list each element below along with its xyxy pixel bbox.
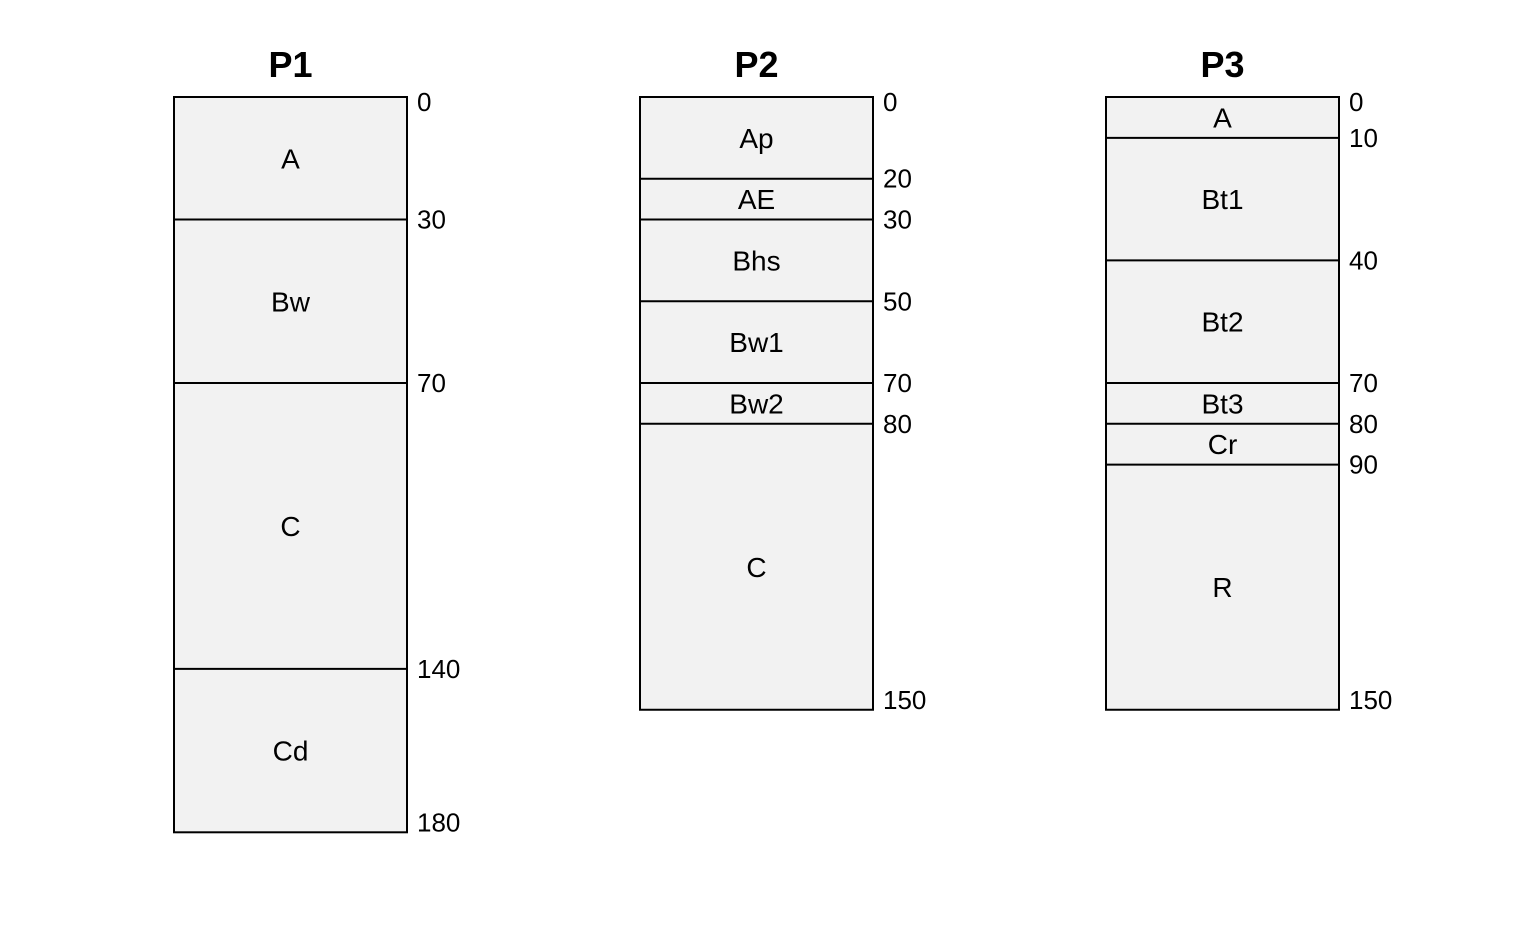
profile-title: P3 bbox=[1200, 44, 1244, 85]
horizon-label: Bhs bbox=[732, 245, 780, 276]
depth-label: 150 bbox=[883, 685, 926, 715]
horizon-bt1 bbox=[1106, 137, 1339, 261]
depth-label: 20 bbox=[883, 164, 912, 194]
depth-label: 70 bbox=[883, 368, 912, 398]
depth-label: 80 bbox=[1349, 409, 1378, 439]
profile-p3: P3 A Bt1 Bt2 Bt3 Cr R 0 10 40 70 80 90 150 bbox=[1105, 44, 1392, 715]
horizon-a bbox=[174, 97, 407, 220]
horizon-cd bbox=[174, 668, 407, 833]
horizon-label: Bt1 bbox=[1201, 184, 1243, 215]
horizon-label: Cd bbox=[273, 736, 309, 767]
horizon-label: Bt2 bbox=[1201, 307, 1243, 338]
depth-label: 30 bbox=[883, 205, 912, 235]
horizon-label: A bbox=[1213, 102, 1232, 133]
depth-label: 180 bbox=[417, 807, 460, 837]
horizon-c bbox=[174, 382, 407, 669]
horizon-bw1 bbox=[640, 301, 873, 383]
depth-label: 90 bbox=[1349, 450, 1378, 480]
horizon-label: Cr bbox=[1208, 429, 1238, 460]
horizon-bhs bbox=[640, 219, 873, 302]
depth-label: 0 bbox=[1349, 87, 1363, 117]
horizon-label: Bw1 bbox=[729, 327, 783, 358]
profile-p2: P2 Ap AE Bhs Bw1 Bw2 C 0 20 30 50 70 80 150 bbox=[639, 44, 926, 715]
horizon-label: Bw bbox=[271, 286, 311, 317]
depth-label: 0 bbox=[883, 87, 897, 117]
horizon-r bbox=[1106, 464, 1339, 710]
depth-label: 150 bbox=[1349, 685, 1392, 715]
depth-label: 0 bbox=[417, 87, 431, 117]
profile-p1: P1 A Bw C Cd 0 30 70 140 180 bbox=[173, 44, 460, 837]
depth-label: 10 bbox=[1349, 123, 1378, 153]
horizon-label: Bt3 bbox=[1201, 388, 1243, 419]
profile-frame bbox=[1105, 96, 1340, 711]
depth-label: 70 bbox=[417, 368, 446, 398]
profile-title: P2 bbox=[734, 44, 778, 85]
profile-frame bbox=[639, 96, 874, 711]
horizon-a bbox=[1106, 97, 1339, 138]
depth-label: 30 bbox=[417, 205, 446, 235]
horizon-bt2 bbox=[1106, 260, 1339, 383]
depth-label: 80 bbox=[883, 409, 912, 439]
horizon-bw2 bbox=[640, 382, 873, 424]
horizon-label: A bbox=[281, 143, 300, 174]
horizon-c bbox=[640, 423, 873, 710]
horizon-label: C bbox=[280, 511, 300, 542]
horizon-cr bbox=[1106, 423, 1339, 465]
profiles-layer: P1 A Bw C Cd 0 30 70 140 180 P2 Ap AE Bhs Bw1 Bw2 C 0 20 30… bbox=[173, 44, 1392, 837]
profile-title: P1 bbox=[268, 44, 312, 85]
horizon-label: Bw2 bbox=[729, 388, 783, 419]
horizon-label: Ap bbox=[739, 123, 773, 154]
depth-label: 50 bbox=[883, 286, 912, 316]
horizon-label: R bbox=[1212, 572, 1232, 603]
depth-label: 70 bbox=[1349, 368, 1378, 398]
horizon-bw bbox=[174, 219, 407, 383]
depth-label: 140 bbox=[417, 654, 460, 684]
horizon-ap bbox=[640, 97, 873, 179]
depth-label: 40 bbox=[1349, 245, 1378, 275]
horizon-label: AE bbox=[738, 184, 775, 215]
horizon-label: C bbox=[746, 552, 766, 583]
horizon-bt3 bbox=[1106, 382, 1339, 424]
horizon-ae bbox=[640, 178, 873, 220]
profile-frame bbox=[173, 96, 408, 834]
